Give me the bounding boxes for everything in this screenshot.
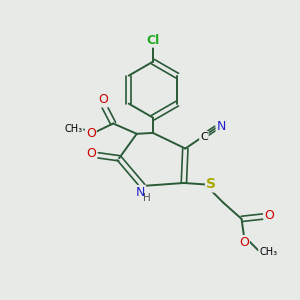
Text: O: O <box>264 208 274 222</box>
Text: S: S <box>206 177 216 191</box>
Text: N: N <box>136 186 145 199</box>
Text: O: O <box>86 147 96 160</box>
Text: CH₃: CH₃ <box>64 124 82 134</box>
Text: O: O <box>86 127 96 140</box>
Text: H: H <box>143 193 151 203</box>
Text: O: O <box>98 93 108 106</box>
Text: CH₃: CH₃ <box>259 247 277 257</box>
Text: C: C <box>200 132 208 142</box>
Text: N: N <box>217 120 226 133</box>
Text: Cl: Cl <box>146 34 160 47</box>
Text: O: O <box>239 236 249 249</box>
